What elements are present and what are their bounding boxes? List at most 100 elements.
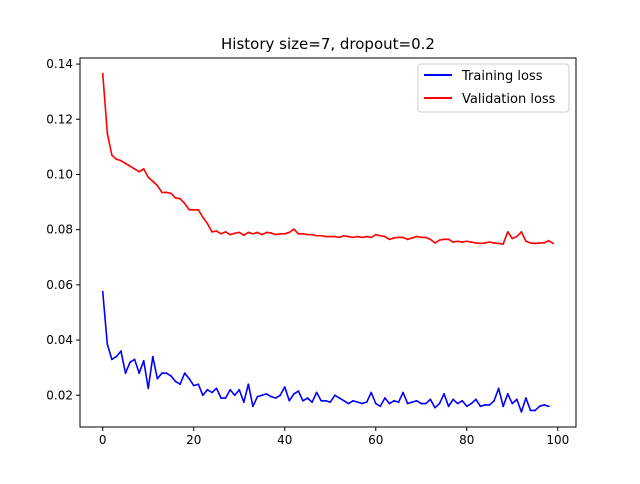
data-point-training-loss	[324, 399, 327, 402]
series-line-validation-loss	[101, 73, 554, 245]
legend-label-training-loss: Training loss	[461, 69, 543, 84]
data-point-validation-loss	[206, 222, 209, 225]
data-point-training-loss	[151, 355, 154, 358]
data-point-validation-loss	[402, 236, 404, 239]
data-point-validation-loss	[292, 228, 295, 231]
data-point-validation-loss	[297, 232, 300, 235]
data-point-training-loss	[470, 402, 473, 405]
data-point-validation-loss	[534, 242, 536, 245]
data-point-validation-loss	[192, 208, 195, 211]
data-point-validation-loss	[106, 132, 109, 134]
data-point-validation-loss	[183, 202, 186, 205]
data-point-validation-loss	[170, 192, 172, 195]
y-axis-ticks: 0.02 0.04 0.06 0.08 0.10 0.12 0.14	[46, 57, 80, 402]
data-point-validation-loss	[133, 168, 136, 170]
data-point-validation-loss	[411, 237, 414, 239]
data-point-validation-loss	[388, 238, 391, 241]
data-point-training-loss	[292, 392, 295, 395]
data-point-validation-loss	[374, 233, 377, 236]
data-point-training-loss	[306, 397, 309, 399]
data-point-training-loss	[233, 394, 236, 397]
data-point-training-loss	[283, 386, 286, 388]
data-point-training-loss	[538, 405, 541, 408]
data-point-training-loss	[238, 388, 241, 391]
data-point-validation-loss	[138, 170, 141, 173]
data-point-validation-loss	[511, 237, 514, 240]
data-point-training-loss	[224, 397, 227, 399]
data-point-validation-loss	[179, 197, 182, 200]
data-point-validation-loss	[497, 242, 500, 245]
data-point-training-loss	[434, 406, 436, 409]
data-point-validation-loss	[383, 235, 386, 238]
data-point-validation-loss	[488, 241, 491, 243]
data-point-training-loss	[506, 392, 509, 395]
data-point-validation-loss	[379, 234, 382, 237]
data-point-training-loss	[261, 394, 263, 397]
data-point-training-loss	[525, 397, 527, 399]
data-point-validation-loss	[247, 231, 250, 234]
data-point-validation-loss	[515, 235, 518, 238]
data-point-validation-loss	[461, 241, 464, 243]
data-point-validation-loss	[306, 233, 309, 236]
plot-frame	[79, 57, 577, 428]
data-point-validation-loss	[129, 165, 131, 168]
data-point-validation-loss	[397, 236, 400, 239]
data-point-validation-loss	[365, 235, 368, 238]
data-point-training-loss	[488, 404, 491, 406]
x-tick-label: 0	[99, 433, 107, 447]
data-point-validation-loss	[270, 232, 273, 234]
data-point-validation-loss	[347, 235, 350, 238]
data-point-training-loss	[438, 402, 441, 405]
y-tick-label: 0.04	[46, 333, 73, 347]
data-point-validation-loss	[415, 235, 418, 238]
data-point-training-loss	[329, 401, 332, 404]
y-tick-label: 0.14	[46, 57, 73, 71]
data-point-validation-loss	[452, 241, 455, 243]
data-point-training-loss	[256, 395, 259, 398]
data-point-validation-loss	[147, 176, 150, 179]
data-point-training-loss	[206, 388, 209, 391]
data-point-validation-loss	[343, 234, 345, 237]
data-point-validation-loss	[261, 233, 263, 236]
data-point-training-loss	[302, 399, 304, 402]
data-point-training-loss	[534, 409, 536, 412]
chart-title: History size=7, dropout=0.2	[221, 35, 435, 53]
data-point-training-loss	[356, 401, 359, 404]
data-point-validation-loss	[470, 241, 473, 243]
data-point-training-loss	[101, 290, 104, 293]
data-point-validation-loss	[438, 239, 441, 242]
data-point-validation-loss	[543, 242, 546, 244]
data-point-validation-loss	[110, 154, 113, 157]
data-point-validation-loss	[279, 232, 282, 235]
data-point-training-loss	[352, 399, 354, 402]
data-point-training-loss	[338, 397, 341, 399]
data-point-validation-loss	[229, 233, 232, 236]
x-tick-label: 40	[277, 433, 292, 447]
data-point-validation-loss	[238, 231, 241, 234]
x-tick-label: 80	[459, 433, 474, 447]
data-point-training-loss	[297, 390, 300, 393]
data-point-training-loss	[456, 402, 459, 405]
data-point-training-loss	[252, 405, 254, 408]
data-point-validation-loss	[338, 236, 341, 239]
data-point-training-loss	[443, 392, 445, 395]
data-point-validation-loss	[456, 240, 459, 243]
data-point-validation-loss	[165, 191, 168, 194]
data-point-training-loss	[215, 387, 218, 390]
x-tick-label: 20	[186, 433, 201, 447]
data-point-training-loss	[452, 398, 455, 401]
data-point-validation-loss	[161, 191, 163, 194]
data-point-training-loss	[242, 401, 245, 404]
data-point-validation-loss	[356, 235, 359, 238]
data-point-validation-loss	[393, 237, 395, 239]
data-point-validation-loss	[529, 242, 532, 244]
x-axis-ticks: 0 20 40 60 80 100	[99, 427, 569, 447]
data-point-training-loss	[543, 404, 546, 406]
data-point-validation-loss	[552, 242, 555, 245]
data-point-training-loss	[315, 391, 318, 394]
data-point-training-loss	[447, 405, 450, 408]
data-point-training-loss	[311, 401, 313, 404]
data-point-validation-loss	[252, 232, 254, 235]
